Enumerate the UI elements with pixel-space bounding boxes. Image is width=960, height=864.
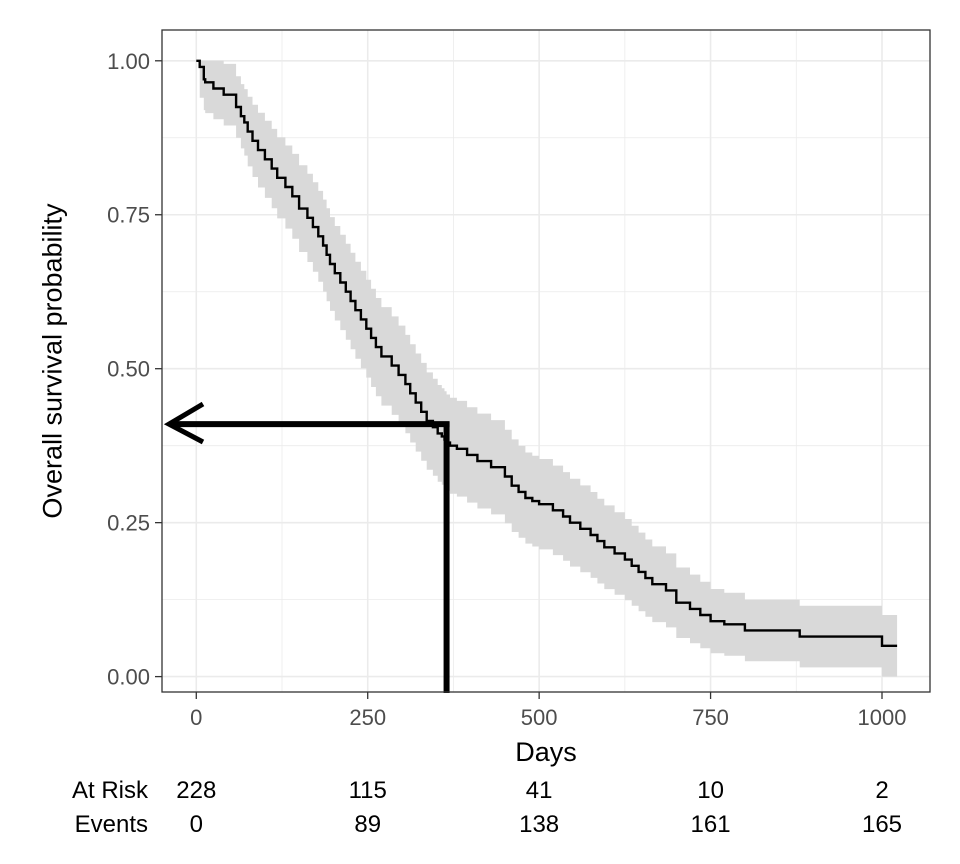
at-risk-value: 2 bbox=[875, 777, 888, 804]
confidence-band-group bbox=[196, 60, 898, 677]
risk-row-label: Events bbox=[75, 811, 148, 838]
arrow-head-icon bbox=[163, 401, 205, 445]
events-value: 165 bbox=[862, 811, 902, 838]
at-risk-value: 115 bbox=[349, 777, 387, 804]
y-tick-label: 0.50 bbox=[107, 357, 150, 382]
survival-curve bbox=[196, 59, 898, 647]
y-tick-label: 0.75 bbox=[107, 203, 150, 228]
confidence-band bbox=[196, 60, 898, 677]
events-value: 138 bbox=[519, 811, 559, 838]
at-risk-value: 10 bbox=[697, 777, 724, 804]
x-tick-label: 250 bbox=[349, 705, 386, 730]
events-value: 161 bbox=[691, 811, 731, 838]
y-tick-label: 0.00 bbox=[107, 665, 150, 690]
at-risk-value: 41 bbox=[526, 777, 553, 804]
panel-border bbox=[161, 29, 931, 693]
survival-curve-group bbox=[196, 59, 898, 647]
y-tick-label: 1.00 bbox=[107, 49, 150, 74]
x-axis-title: Days bbox=[515, 737, 577, 767]
y-tick-label: 0.25 bbox=[107, 511, 150, 536]
events-value: 89 bbox=[354, 811, 381, 838]
grid-lines bbox=[162, 30, 930, 692]
annotation-arrow-group bbox=[163, 401, 450, 693]
events-value: 0 bbox=[190, 811, 203, 838]
x-tick-label: 750 bbox=[692, 705, 729, 730]
x-axis-ticks: 0 250 500 750 1000 bbox=[190, 692, 906, 730]
at-risk-value: 228 bbox=[176, 777, 216, 804]
x-tick-label: 1000 bbox=[858, 705, 907, 730]
x-tick-label: 0 bbox=[190, 705, 202, 730]
x-tick-label: 500 bbox=[521, 705, 558, 730]
risk-row-label: At Risk bbox=[72, 777, 149, 804]
risk-table: At Risk 228 115 41 10 2 Events 0 89 138 161 165 bbox=[72, 777, 902, 838]
y-axis-ticks: 0.00 0.25 0.50 0.75 1.00 bbox=[107, 49, 162, 690]
y-axis-title: Overall survival probability bbox=[37, 203, 67, 519]
